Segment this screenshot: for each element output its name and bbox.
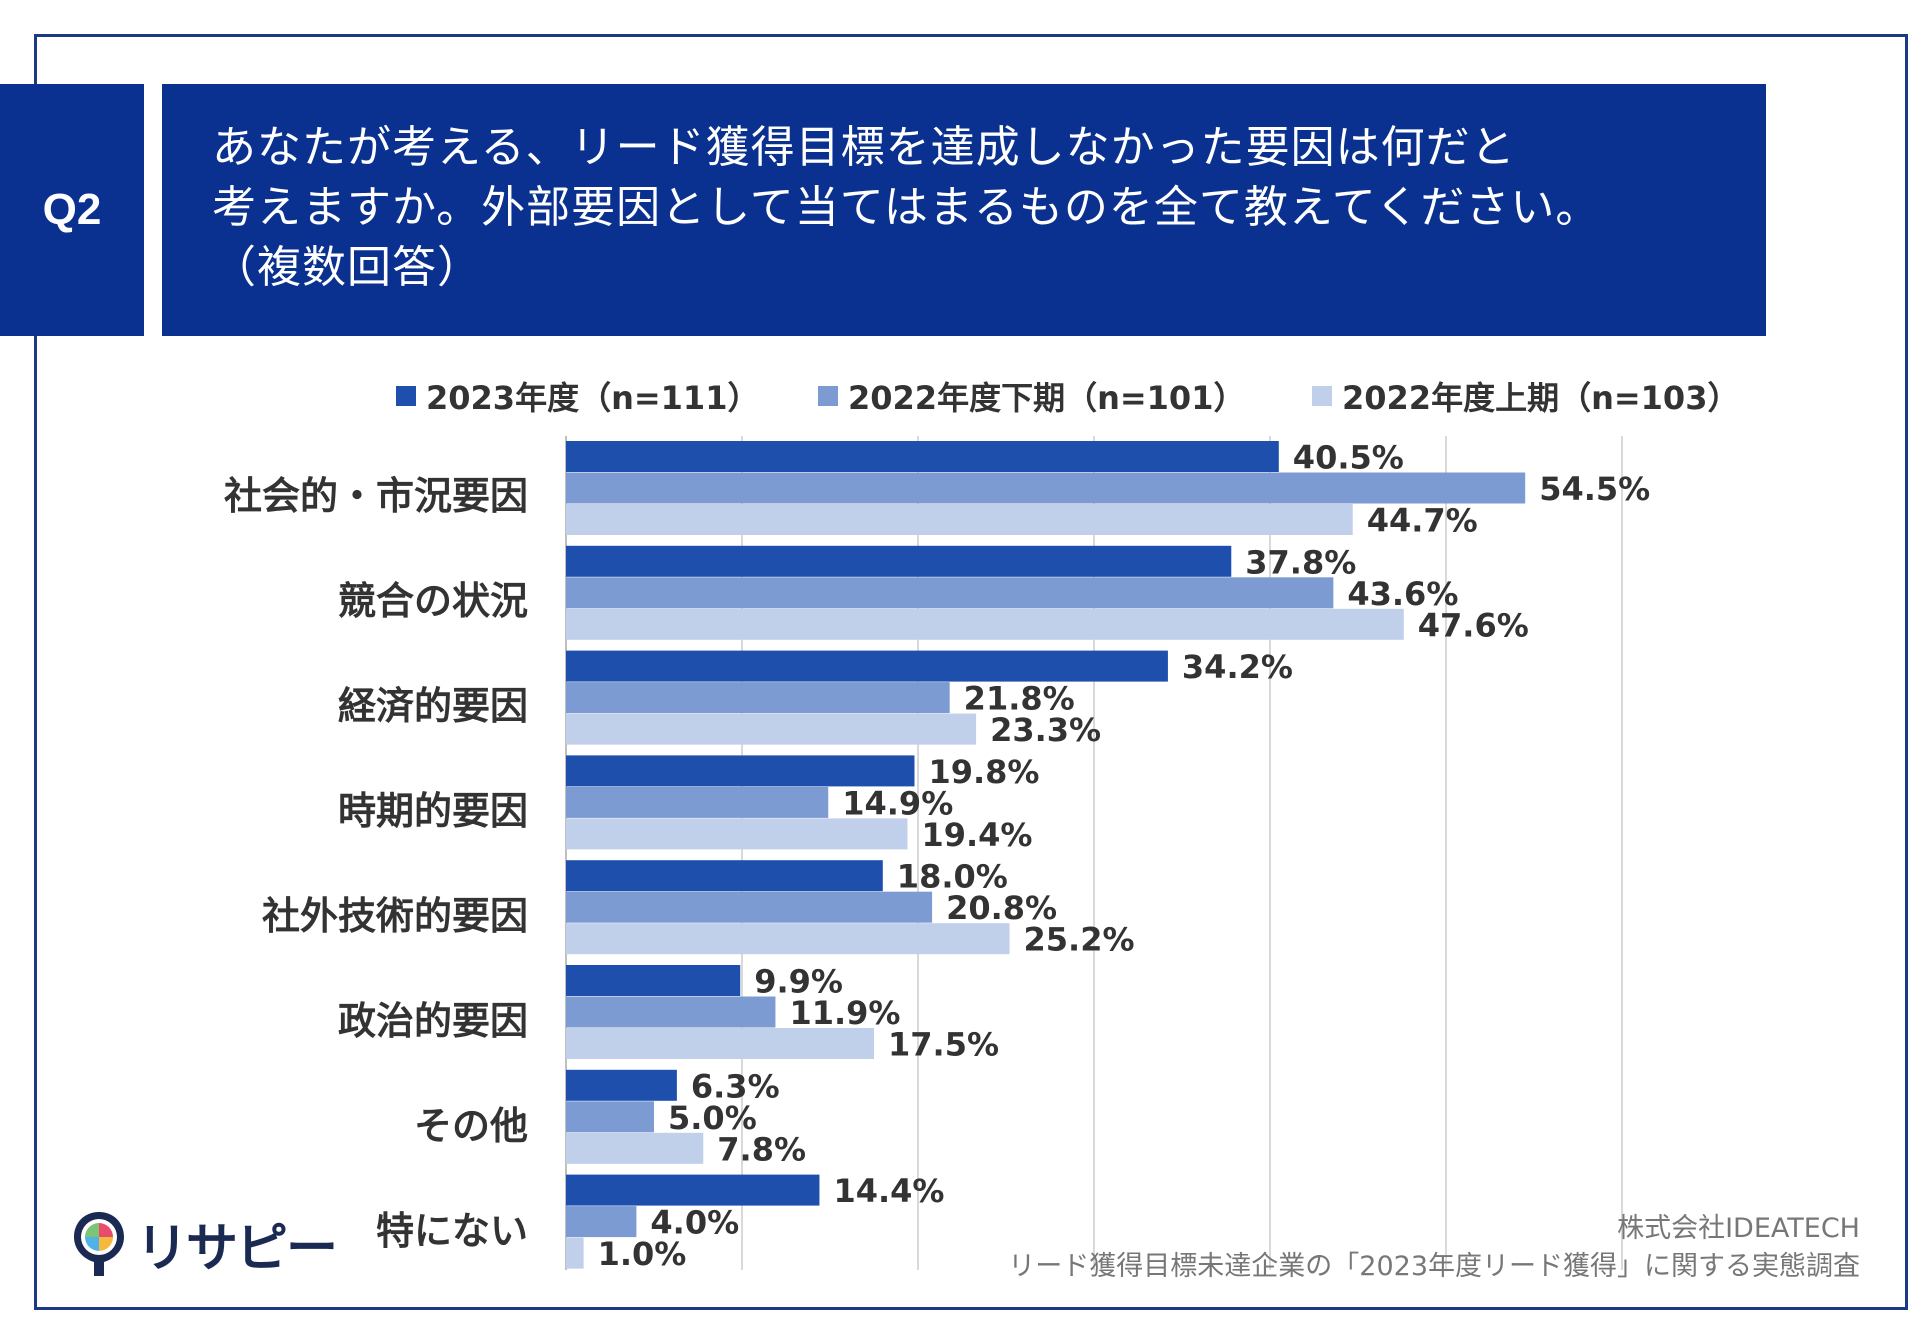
data-label: 23.3% [990,711,1101,749]
bar [566,755,915,787]
legend-swatch-2023 [396,386,416,406]
bar [566,965,741,996]
bar [566,504,1353,535]
credit-company: 株式会社IDEATECH [1617,1213,1860,1244]
data-label: 9.9% [754,963,843,1001]
legend-item-2023: 2023年度（n=111） [396,376,760,417]
bar [566,1132,704,1164]
legend-label-2022-h2: 2022年度下期（n=101） [848,379,1246,417]
bar [566,860,883,892]
category-label: 特にない [375,1209,528,1253]
bar [566,1101,654,1133]
question-number: Q2 [0,84,144,336]
data-label: 47.6% [1418,606,1529,644]
chart-frame [34,34,1908,1310]
category-label: その他 [413,1104,528,1148]
legend-label-2022-h1: 2022年度上期（n=103） [1342,379,1740,417]
question-line-2: 考えますか。外部要因として当てはまるものを全て教えてください。 [212,182,1601,233]
data-label: 43.6% [1347,575,1458,613]
legend-item-2022-h2: 2022年度下期（n=101） [818,376,1246,417]
logo-text: リサピー [136,1219,338,1279]
bar [566,577,1334,609]
data-label: 1.0% [598,1235,687,1273]
legend-swatch-2022-h2 [818,386,838,406]
category-label: 競合の状況 [337,579,528,623]
question-line-1: あなたが考える、リード獲得目標を達成しなかった要因は何だと [212,122,1516,173]
bar [566,786,829,818]
bar [566,818,908,850]
data-label: 11.9% [789,994,900,1032]
legend-label-2023: 2023年度（n=111） [426,379,760,417]
data-label: 37.8% [1245,543,1356,581]
data-label: 7.8% [717,1130,806,1168]
data-label: 20.8% [946,889,1057,927]
question-line-3: （複数回答） [212,242,482,293]
bar [566,1028,874,1059]
bar [566,682,950,714]
data-label: 21.8% [964,680,1075,718]
risapy-logo: リサピー [70,1206,338,1281]
category-label: 政治的要因 [337,999,528,1043]
data-label: 44.7% [1367,502,1478,540]
bar [566,1174,820,1206]
data-label: 19.4% [921,816,1032,854]
bar [566,1237,584,1269]
credit-survey: リード獲得目標未達企業の「2023年度リード獲得」に関する実態調査 [1008,1251,1860,1282]
data-label: 17.5% [888,1026,999,1064]
bar [566,545,1232,577]
bar [566,923,1010,955]
data-label: 14.9% [842,784,953,822]
legend-item-2022-h1: 2022年度上期（n=103） [1312,376,1740,417]
logo-pin-icon [74,1211,124,1276]
bar [566,996,776,1028]
bar [566,1069,677,1101]
bar [566,1206,637,1238]
category-label: 社会的・市況要因 [223,474,528,518]
data-label: 18.0% [897,858,1008,896]
data-label: 14.4% [833,1172,944,1210]
bar [566,472,1526,504]
bar [566,608,1404,640]
bar [566,441,1279,472]
data-label: 4.0% [650,1204,739,1242]
data-label: 40.5% [1293,439,1404,477]
data-label: 5.0% [668,1099,757,1137]
category-label: 経済的要因 [337,684,528,728]
data-label: 25.2% [1024,921,1135,959]
bar [566,650,1168,682]
bar [566,713,977,745]
question-title: あなたが考える、リード獲得目標を達成しなかった要因は何だと 考えますか。外部要因… [162,84,1766,336]
bar [566,891,933,923]
data-label: 34.2% [1182,648,1293,686]
data-label: 19.8% [928,753,1039,791]
legend-swatch-2022-h1 [1312,386,1332,406]
category-label: 社外技術的要因 [261,894,528,938]
data-label: 54.5% [1539,470,1650,508]
data-label: 6.3% [691,1067,780,1105]
category-label: 時期的要因 [337,789,528,833]
